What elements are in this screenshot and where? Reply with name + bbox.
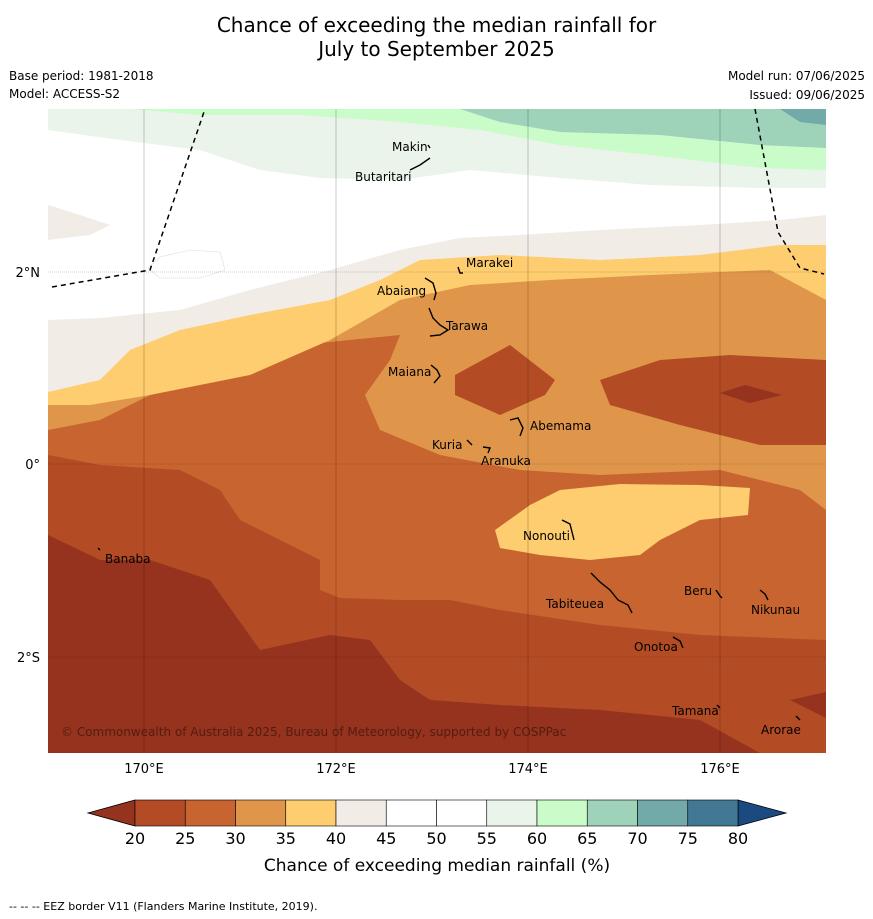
model-name: Model: ACCESS-S2 xyxy=(9,87,121,101)
lon-label-170e: 170°E xyxy=(124,762,164,777)
colorbar-extend-over xyxy=(737,799,788,827)
colorbar-segment xyxy=(586,799,638,827)
island-outlines xyxy=(97,144,801,721)
colorbar-tick-label: 45 xyxy=(376,829,396,848)
title-line-2: July to September 2025 xyxy=(318,37,555,61)
colorbar-tick-label: 60 xyxy=(527,829,547,848)
colorbar-segment xyxy=(637,799,689,827)
place-label-arorae: Arorae xyxy=(761,723,801,737)
colorbar-segment xyxy=(385,799,437,827)
colorbar-tick-label: 55 xyxy=(477,829,497,848)
place-label-tamana: Tamana xyxy=(671,704,719,718)
lon-label-176e: 176°E xyxy=(700,762,740,777)
issued-date: Issued: 09/06/2025 xyxy=(749,88,865,102)
place-label-nikunau: Nikunau xyxy=(751,603,800,617)
colorbar-segment xyxy=(285,799,337,827)
colorbar-extend-under xyxy=(86,799,136,827)
lat-label-0: 0° xyxy=(25,458,40,473)
patch-20-25-east xyxy=(720,385,782,403)
colorbar-tick-label: 40 xyxy=(326,829,346,848)
patch-45-50-west xyxy=(48,205,110,240)
place-label-tabiteuea: Tabiteuea xyxy=(545,597,604,611)
eez-border xyxy=(51,108,825,288)
colorbar-segment xyxy=(335,799,387,827)
base-period: Base period: 1981-2018 xyxy=(9,69,154,83)
place-label-tarawa: Tarawa xyxy=(445,319,488,333)
model-run: Model run: 07/06/2025 xyxy=(727,69,865,83)
patch-50-55-west xyxy=(147,249,226,279)
place-label-makin: Makin xyxy=(392,140,428,154)
contour-fills xyxy=(48,109,826,753)
gridlines xyxy=(48,109,826,753)
place-label-beru: Beru xyxy=(684,584,712,598)
copyright-notice: © Commonwealth of Australia 2025, Bureau… xyxy=(61,725,566,739)
lat-label-2n: 2°N xyxy=(16,266,41,281)
colorbar-segment xyxy=(436,799,488,827)
colorbar-segment xyxy=(184,799,236,827)
patch-40-45-south xyxy=(495,484,750,560)
place-label-abemama: Abemama xyxy=(530,419,591,433)
lon-label-172e: 172°E xyxy=(316,762,356,777)
colorbar-tick-label: 80 xyxy=(728,829,748,848)
colorbar-tick-label: 25 xyxy=(175,829,195,848)
colorbar-tick-label: 30 xyxy=(225,829,245,848)
title-line-1: Chance of exceeding the median rainfall … xyxy=(216,13,657,37)
colorbar: 20 25 30 35 40 45 50 55 60 65 70 75 80 xyxy=(86,799,788,848)
colorbar-segment xyxy=(687,799,739,827)
place-label-butaritari: Butaritari xyxy=(355,170,412,184)
colorbar-tick-label: 65 xyxy=(577,829,597,848)
patch-25-30-central xyxy=(455,345,555,415)
colorbar-label: Chance of exceeding median rainfall (%) xyxy=(264,856,610,876)
place-label-maiana: Maiana xyxy=(388,365,431,379)
place-labels: Makin Butaritari Marakei Abaiang Tarawa … xyxy=(105,140,801,737)
lon-label-174e: 174°E xyxy=(508,762,548,777)
place-label-aranuka: Aranuka xyxy=(481,454,531,468)
axis-labels: 2°N 0° 2°S 170°E 172°E 174°E 176°E xyxy=(16,266,740,777)
colorbar-tick-label: 70 xyxy=(627,829,647,848)
colorbar-tick-label: 75 xyxy=(678,829,698,848)
place-label-kuria: Kuria xyxy=(432,438,463,452)
place-label-onotoa: Onotoa xyxy=(634,640,678,654)
place-label-abaiang: Abaiang xyxy=(377,284,426,298)
colorbar-segment xyxy=(235,799,287,827)
place-label-marakei: Marakei xyxy=(466,256,513,270)
band-70-75 xyxy=(780,109,826,125)
place-label-banaba: Banaba xyxy=(105,552,151,566)
colorbar-segment xyxy=(134,799,186,827)
colorbar-segment xyxy=(486,799,538,827)
colorbar-tick-label: 50 xyxy=(426,829,446,848)
colorbar-segment xyxy=(536,799,588,827)
colorbar-tick-label: 35 xyxy=(276,829,296,848)
eez-footer-note: -- -- -- EEZ border V11 (Flanders Marine… xyxy=(9,900,318,913)
colorbar-tick-label: 20 xyxy=(125,829,145,848)
patch-25-30-east xyxy=(600,355,826,445)
band-65-70 xyxy=(460,109,826,148)
lat-label-2s: 2°S xyxy=(17,651,40,666)
place-label-nonouti: Nonouti xyxy=(523,529,570,543)
